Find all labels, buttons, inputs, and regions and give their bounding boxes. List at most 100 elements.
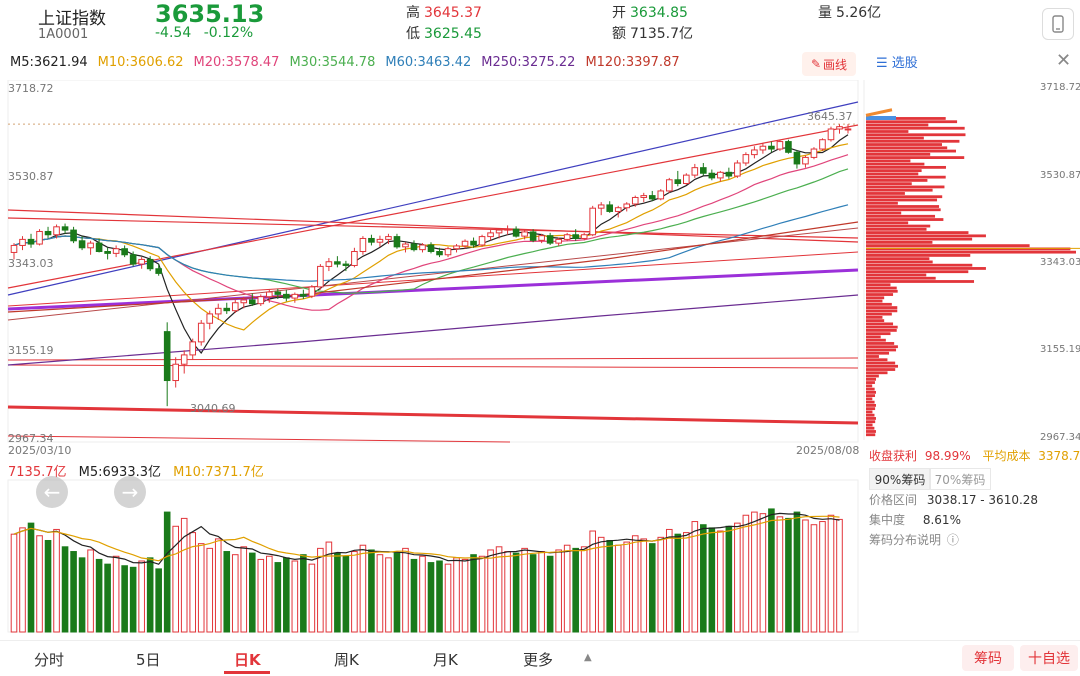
chip-bar xyxy=(866,172,919,176)
volume-bar xyxy=(334,552,341,633)
chip-help-link[interactable]: 筹码分布说明 ⓘ xyxy=(869,531,959,548)
tab-1[interactable]: 5日 xyxy=(136,651,161,669)
caret-up-icon[interactable]: ▲ xyxy=(584,652,592,663)
candle-body xyxy=(538,235,545,241)
volume-bar xyxy=(104,563,111,633)
next-page-button[interactable]: → xyxy=(114,476,146,508)
price-panel-frame xyxy=(7,80,859,443)
phone-rotate-icon xyxy=(1052,15,1064,33)
volume-bar xyxy=(734,522,741,633)
tab-chips-90[interactable]: 90%筹码 xyxy=(869,468,931,490)
candle-body xyxy=(231,302,239,312)
chip-help-label: 筹码分布说明 xyxy=(869,533,942,547)
candle-body xyxy=(351,251,358,266)
tab-3[interactable]: 周K xyxy=(334,651,359,669)
chip-bar xyxy=(866,123,929,127)
high-marker: 3645.37 xyxy=(807,110,853,123)
stock-pick-button[interactable]: ☰ 选股 xyxy=(876,52,918,71)
chip-bar xyxy=(866,188,933,192)
add-watchlist-button[interactable]: 十自选 xyxy=(1020,645,1078,671)
tab-0[interactable]: 分时 xyxy=(34,651,65,669)
candle-body xyxy=(529,231,537,241)
chip-bar xyxy=(866,293,894,296)
chip-bar xyxy=(866,426,875,430)
chip-bar xyxy=(866,133,966,137)
candle-body xyxy=(95,242,103,253)
chip-bar xyxy=(866,198,938,202)
landscape-toggle-button[interactable] xyxy=(1042,8,1074,40)
candle-body xyxy=(478,236,486,246)
tab-2[interactable]: 日K xyxy=(234,651,261,669)
chip-bar xyxy=(866,143,942,146)
amount-label: 额 xyxy=(612,26,626,42)
chip-bar xyxy=(866,309,898,313)
candle-body xyxy=(546,235,554,244)
chip-bar xyxy=(866,254,971,257)
chip-bar xyxy=(866,185,945,189)
low-value: 3625.45 xyxy=(424,26,482,42)
volume-bar xyxy=(597,536,605,633)
candle-body xyxy=(453,245,460,250)
candle-body xyxy=(121,248,128,256)
candle-body xyxy=(785,141,792,153)
chip-bar xyxy=(866,361,896,365)
candle-body xyxy=(325,261,333,267)
tab-4[interactable]: 月K xyxy=(433,651,458,669)
candle-body xyxy=(708,172,716,179)
volume-bar xyxy=(691,521,699,633)
candle-body xyxy=(223,307,231,312)
volume-bar xyxy=(240,546,248,633)
prev-page-button[interactable]: ← xyxy=(36,476,68,508)
chips-button[interactable]: 筹码 xyxy=(962,645,1014,671)
volume-bar xyxy=(317,547,324,633)
volume-bar xyxy=(674,533,682,633)
price-tick-right: 2967.34 xyxy=(1040,432,1080,443)
price-tick-left: 3718.72 xyxy=(8,82,54,95)
chip-bar xyxy=(866,377,876,381)
tab-chips-70[interactable]: 70%筹码 xyxy=(929,468,991,490)
volume-bar xyxy=(665,528,673,633)
candle-body xyxy=(283,293,290,299)
chip-bar xyxy=(866,387,875,391)
chip-bar xyxy=(866,410,873,414)
volume-bar xyxy=(402,547,409,633)
candle-body xyxy=(214,307,222,315)
volume-bar xyxy=(563,544,571,633)
low-stat: 低 3625.45 xyxy=(406,23,482,43)
candle-body xyxy=(274,291,282,295)
chip-bar xyxy=(866,208,941,212)
chip-bar xyxy=(866,244,1030,248)
kline-chart[interactable] xyxy=(0,80,1080,640)
volume-m10: M10:7371.7亿 xyxy=(173,465,264,480)
date-start: 2025/03/10 xyxy=(8,444,72,457)
chip-bar xyxy=(866,403,876,407)
close-icon[interactable]: ✕ xyxy=(1056,50,1072,71)
chip-bar xyxy=(866,149,956,153)
volume-bar xyxy=(751,511,758,633)
volume-bar xyxy=(793,511,801,633)
volume-bar xyxy=(78,557,86,633)
chip-bar xyxy=(866,120,958,124)
volume-bar xyxy=(61,546,69,633)
stock-code: 1A0001 xyxy=(38,27,89,42)
volume-bar xyxy=(385,557,392,633)
chip-bar xyxy=(866,364,898,368)
volume-bar xyxy=(180,517,188,633)
list-icon: ☰ xyxy=(876,56,888,71)
tab-5[interactable]: 更多 xyxy=(523,651,554,669)
chip-bar xyxy=(866,162,925,166)
volume-bar xyxy=(27,522,35,633)
candle-body xyxy=(189,341,197,356)
high-stat: 高 3645.37 xyxy=(406,2,482,22)
chip-bar xyxy=(866,267,986,270)
chip-bar xyxy=(866,417,876,420)
chip-bar xyxy=(866,192,905,195)
draw-line-button[interactable]: ✎ 画线 xyxy=(802,52,856,76)
chip-bar xyxy=(866,247,1071,251)
candle-body xyxy=(146,258,154,270)
candle-body xyxy=(197,322,205,343)
volume-bar xyxy=(206,547,214,633)
trend-line xyxy=(7,364,859,369)
stock-pick-label: 选股 xyxy=(891,56,918,71)
volume-bar xyxy=(819,521,826,633)
